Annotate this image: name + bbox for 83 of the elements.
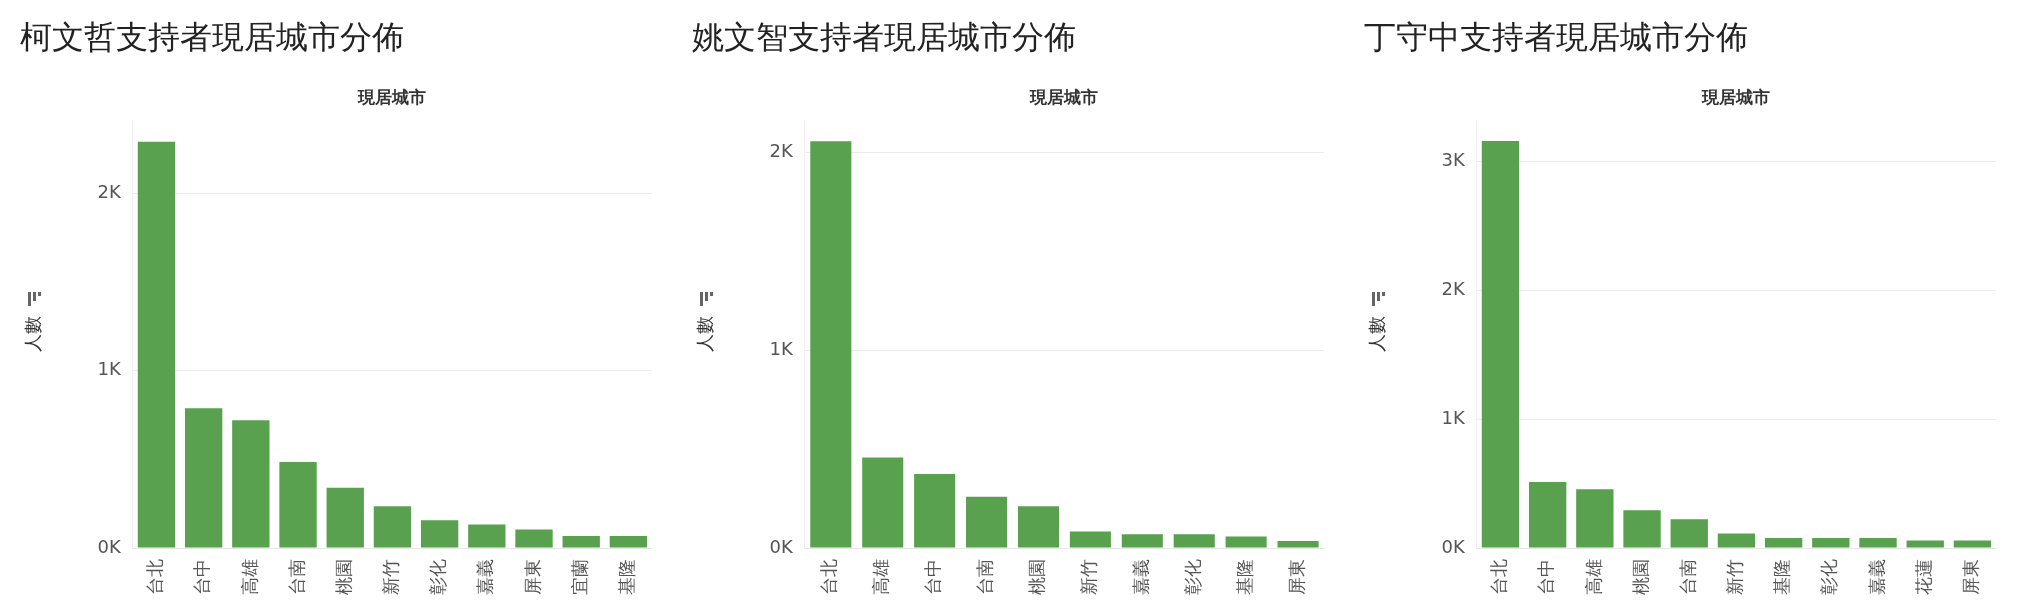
x-tick-label: 宜蘭: [568, 559, 590, 595]
y-axis-title: 人數: [22, 316, 44, 353]
bar: [966, 496, 1008, 548]
bar: [810, 141, 852, 548]
chart-title: 丁守中支持者現居城市分佈: [1364, 17, 1748, 56]
x-axis-title: 現居城市: [1029, 86, 1099, 107]
x-tick-label: 基隆: [616, 559, 638, 595]
bar: [1173, 534, 1215, 548]
x-tick-label: 基隆: [1771, 559, 1793, 595]
y-tick-label: 1K: [1441, 406, 1467, 428]
x-tick-label: 高雄: [238, 559, 260, 595]
bar: [862, 457, 904, 548]
chart-title: 姚文智支持者現居城市分佈: [692, 17, 1076, 56]
x-tick-label: 台南: [285, 559, 307, 595]
y-axis-title: 人數: [694, 316, 716, 353]
y-tick-label: 1K: [769, 337, 795, 359]
bar: [1121, 534, 1163, 548]
x-tick-label: 台北: [1488, 559, 1510, 595]
bar: [137, 141, 176, 548]
bar: [279, 461, 317, 548]
y-tick-label: 1K: [97, 358, 123, 380]
x-tick-label: 台北: [818, 559, 840, 595]
x-tick-label: 桃園: [1629, 559, 1651, 595]
x-tick-label: 台北: [144, 559, 166, 595]
bar: [1225, 536, 1267, 548]
bar: [1859, 537, 1897, 548]
bar: [609, 536, 648, 548]
x-tick-label: 彰化: [1818, 559, 1840, 595]
x-tick-label: 新竹: [1724, 559, 1746, 595]
bar: [1812, 537, 1850, 548]
x-tick-label: 嘉義: [1865, 559, 1887, 595]
x-tick-label: 嘉義: [1129, 559, 1151, 595]
x-tick-label: 台中: [191, 559, 213, 595]
x-tick-label: 新竹: [1078, 559, 1100, 595]
x-tick-label: 桃園: [1026, 559, 1048, 595]
x-axis-title: 現居城市: [357, 86, 427, 107]
bar: [1528, 482, 1567, 548]
bar: [232, 420, 270, 548]
bar: [1906, 540, 1944, 548]
bar: [1623, 510, 1661, 548]
bar: [562, 536, 600, 548]
bar: [515, 529, 553, 548]
bar: [1576, 489, 1614, 548]
x-tick-label: 台中: [1535, 559, 1557, 595]
bar: [1069, 531, 1111, 548]
y-axis-title: 人數: [1366, 316, 1388, 353]
x-tick-label: 高雄: [1582, 559, 1604, 595]
bar: [1481, 141, 1520, 548]
bar: [184, 408, 223, 548]
bar: [1670, 519, 1708, 548]
x-tick-label: 屏東: [1960, 559, 1982, 595]
x-tick-label: 台中: [922, 559, 944, 595]
x-axis-title: 現居城市: [1701, 86, 1771, 107]
bar: [420, 520, 459, 548]
bar: [373, 506, 412, 548]
x-tick-label: 新竹: [380, 559, 402, 595]
x-tick-label: 彰化: [1181, 559, 1203, 595]
y-tick-label: 0K: [1441, 535, 1467, 557]
y-tick-label: 0K: [769, 535, 795, 557]
y-tick-label: 2K: [97, 180, 123, 202]
bar: [1764, 537, 1803, 548]
chart-title: 柯文哲支持者現居城市分佈: [20, 17, 404, 56]
x-tick-label: 嘉義: [474, 559, 496, 595]
y-tick-label: 2K: [769, 139, 795, 161]
y-tick-label: 3K: [1441, 149, 1467, 171]
x-tick-label: 基隆: [1233, 559, 1255, 595]
y-tick-label: 0K: [97, 535, 123, 557]
bar: [1717, 533, 1756, 548]
x-tick-label: 台南: [1676, 559, 1698, 595]
x-tick-label: 屏東: [521, 559, 543, 595]
y-tick-label: 2K: [1441, 278, 1467, 300]
x-tick-label: 台南: [974, 559, 996, 595]
bar: [1953, 540, 1992, 548]
bar: [1277, 541, 1319, 548]
bar: [468, 524, 506, 548]
x-tick-label: 屏東: [1285, 559, 1307, 595]
x-tick-label: 桃園: [332, 559, 354, 595]
x-tick-label: 花蓮: [1912, 559, 1934, 595]
bar: [326, 487, 364, 548]
bar: [1017, 506, 1060, 548]
bar: [914, 473, 956, 548]
x-tick-label: 高雄: [870, 559, 892, 595]
x-tick-label: 彰化: [427, 559, 449, 595]
